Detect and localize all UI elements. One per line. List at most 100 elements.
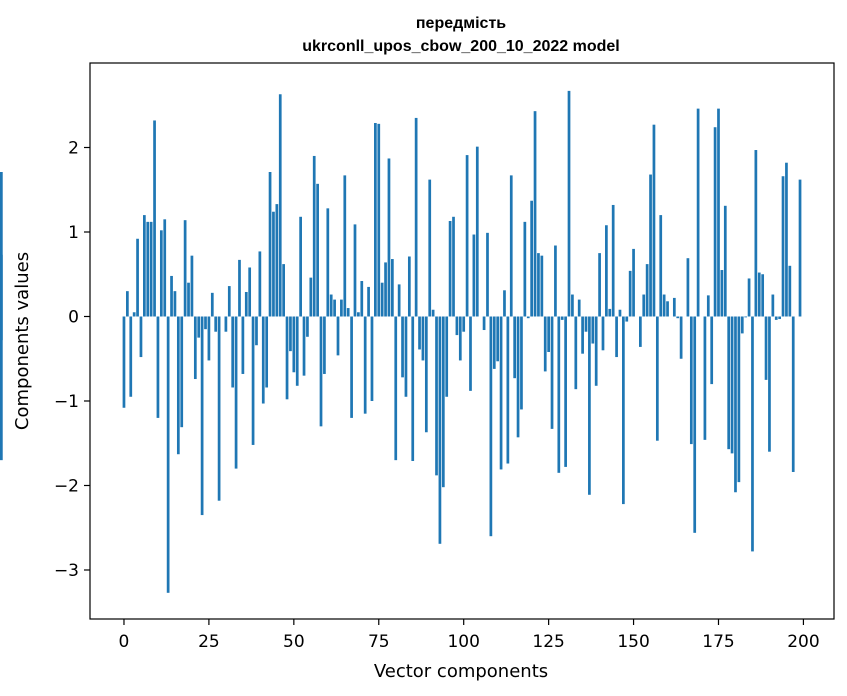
bar: [734, 316, 737, 493]
bar: [469, 316, 472, 391]
y-axis: −3 −2 −1 0 1 2: [54, 138, 90, 581]
bar: [574, 316, 578, 390]
bar: [204, 316, 207, 330]
x-tick-label: 125: [532, 632, 564, 652]
bar: [649, 174, 652, 317]
bar: [530, 200, 533, 317]
bar: [367, 286, 370, 317]
bar: [387, 158, 391, 317]
bar: [193, 316, 197, 380]
bar: [374, 122, 377, 317]
bar: [744, 316, 748, 318]
bar: [448, 221, 452, 317]
bar: [696, 108, 700, 317]
bar: [377, 123, 381, 317]
bar: [652, 124, 656, 317]
bar: [737, 316, 741, 483]
bar: [187, 282, 190, 317]
bar: [435, 316, 438, 476]
bar: [404, 316, 408, 397]
bar: [438, 316, 442, 544]
plot-frame: [89, 62, 835, 620]
bar: [781, 176, 785, 317]
bar: [353, 224, 357, 317]
bar: [472, 234, 476, 317]
bar: [785, 162, 788, 317]
bar: [265, 316, 269, 388]
bar: [717, 108, 720, 317]
bar: [336, 316, 340, 356]
bar: [588, 316, 591, 495]
bar: [526, 316, 530, 319]
bar: [316, 183, 319, 317]
bar: [492, 316, 496, 369]
bar: [207, 316, 211, 361]
bar: [306, 316, 309, 337]
bar: [292, 316, 296, 373]
bar: [710, 316, 714, 385]
bar: [139, 316, 143, 358]
bar: [452, 216, 455, 317]
bar: [200, 316, 204, 516]
bar: [622, 316, 625, 505]
chart-title-group: передмість ukrconll_upos_cbow_200_10_202…: [302, 15, 619, 55]
bar: [577, 299, 581, 317]
bar: [557, 316, 561, 473]
bar: [183, 220, 187, 317]
x-axis-label: Vector components: [374, 661, 548, 682]
bar: [261, 316, 265, 404]
chart-subtitle: ukrconll_upos_cbow_200_10_2022 model: [302, 38, 619, 55]
bar: [397, 284, 401, 317]
y-tick-label: −1: [54, 392, 79, 412]
bar: [299, 216, 302, 317]
bar: [791, 316, 795, 472]
bar: [496, 316, 500, 362]
bar: [639, 316, 642, 347]
bar: [431, 309, 435, 317]
bar: [740, 316, 744, 334]
bar: [384, 262, 387, 317]
bar: [747, 278, 751, 317]
x-tick-label: 25: [198, 632, 220, 652]
bar: [224, 316, 228, 332]
bar: [370, 316, 374, 401]
bar: [190, 255, 194, 317]
y-tick-label: 1: [68, 223, 79, 243]
bar: [340, 299, 343, 317]
bar: [285, 316, 289, 400]
bar: [788, 265, 792, 317]
bar: [798, 179, 802, 317]
bar: [666, 301, 669, 317]
y-tick-label: −3: [54, 561, 79, 581]
bar: [176, 316, 180, 455]
x-tick-label: 100: [447, 632, 479, 652]
bar: [727, 316, 731, 450]
bar: [149, 221, 153, 317]
bar: [465, 155, 469, 317]
bar: [173, 291, 177, 317]
bar: [360, 281, 364, 317]
y-axis-label: Components values: [12, 252, 33, 430]
x-axis: 0 25 50 75 100 125 150 175 200: [119, 619, 820, 652]
x-tick-label: 175: [702, 632, 734, 652]
bar: [689, 316, 693, 445]
bar: [210, 292, 214, 317]
bar: [214, 316, 218, 332]
bar: [272, 211, 275, 317]
bar: [693, 316, 697, 533]
bar: [238, 259, 241, 317]
bar: [282, 264, 285, 317]
x-tick-label: 200: [787, 632, 819, 652]
bar: [771, 294, 775, 317]
chart-title: передмість: [416, 15, 506, 32]
bar: [632, 248, 635, 317]
bar: [499, 316, 503, 470]
x-tick-label: 0: [119, 632, 130, 652]
bar: [594, 316, 598, 386]
bar: [730, 316, 734, 454]
y-tick-label: 2: [68, 138, 79, 158]
bar: [258, 251, 262, 317]
bar: [241, 316, 245, 374]
y-tick-label: 0: [68, 307, 79, 327]
bar: [414, 117, 418, 317]
